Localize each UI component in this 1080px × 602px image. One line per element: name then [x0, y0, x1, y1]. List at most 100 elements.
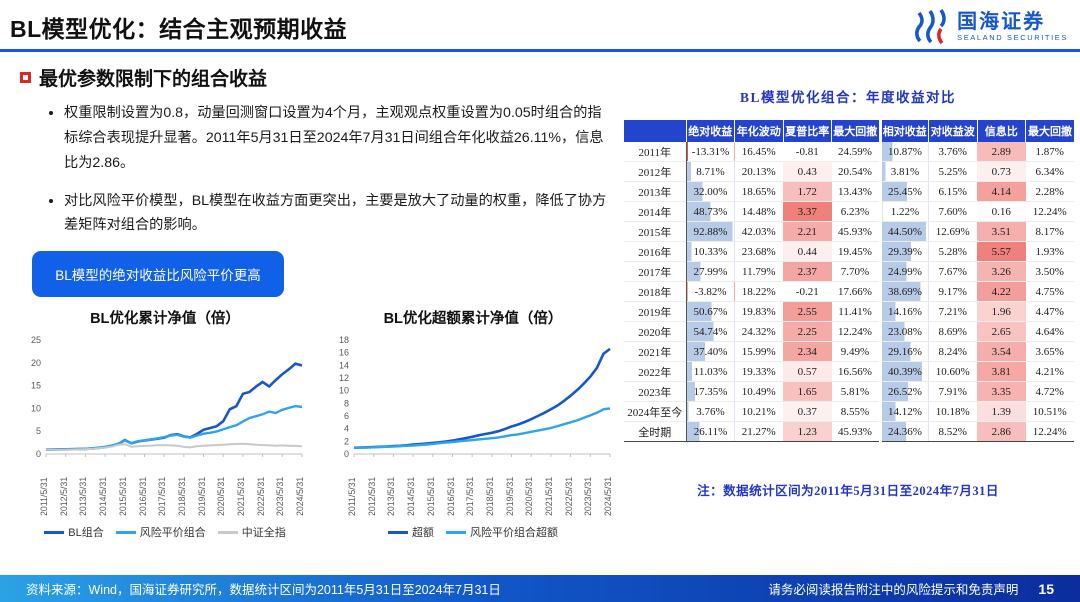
table-cell: 54.74%: [686, 321, 735, 342]
table-cell: -13.31%: [686, 142, 735, 162]
table-row: 2017年 27.99% 11.79% 2.37 7.70% 24.99% 7.67% 3.2…: [624, 261, 1074, 282]
table-cell: 1.93%: [1035, 245, 1064, 258]
x-tick-label: 2014/5/31: [98, 477, 109, 517]
logo-text-cn: 国海证券: [957, 11, 1046, 33]
table-cell: 2.34: [783, 341, 832, 362]
table-cell: 0.44: [783, 241, 832, 262]
table-row: 2013年 32.00% 18.65% 1.72 13.43% 25.45% 6.15% 4.…: [624, 181, 1074, 202]
row-label: 2019年: [624, 301, 687, 322]
table-row: 2016年 10.33% 23.68% 0.44 19.45% 29.39% 5.28% 5.…: [624, 241, 1074, 262]
table-cell: 3.54: [977, 341, 1026, 362]
right-column: BL模型优化组合：年度收益对比 绝对收益 年化波动 夏普比率 最大回撤 相对收益 对收益波…: [620, 52, 1080, 575]
table-cell: 16.56%: [838, 365, 872, 378]
table-cell: 3.76%: [938, 145, 967, 158]
legend-swatch: [217, 530, 238, 534]
logo-text-en: SEALAND SECURITIES: [957, 33, 1068, 42]
bullet-list: 权重限制设置为0.8，动量回测窗口设置为4个月，主观观点权重设置为0.05时组合…: [64, 101, 612, 238]
section-heading: 最优参数限制下的组合收益: [20, 64, 620, 91]
red-square-icon: [20, 72, 31, 83]
svg-text:20: 20: [31, 358, 41, 368]
bullet-item: 权重限制设置为0.8，动量回测窗口设置为4个月，主观观点权重设置为0.05时组合…: [64, 101, 612, 176]
table-cell: 1.65: [783, 381, 832, 402]
series-line: [45, 405, 303, 451]
table-cell: 20.54%: [838, 165, 872, 178]
table-cell: 3.26: [977, 261, 1026, 282]
row-label: 2020年: [624, 321, 687, 342]
x-tick-label: 2017/5/31: [157, 477, 168, 517]
svg-text:18: 18: [339, 335, 349, 345]
x-tick-label: 2015/5/31: [117, 477, 128, 517]
table-cell: 2.21: [783, 221, 832, 242]
table-row: 2021年 37.40% 15.99% 2.34 9.49% 29.16% 8.24% 3.5…: [624, 341, 1074, 362]
x-tick-label: 2022/5/31: [563, 477, 574, 517]
table-cell: 14.16%: [878, 301, 929, 322]
performance-table: 绝对收益 年化波动 夏普比率 最大回撤 相对收益 对收益波 信息比 最大回撤 2011年 -13.…: [624, 120, 1074, 442]
legend-label: 风险平价组合: [139, 527, 206, 540]
callout-box: BL模型的绝对收益比风险平价更高: [32, 251, 284, 298]
table-cell: 6.23%: [840, 205, 870, 218]
column-header: 相对收益: [878, 120, 929, 142]
legend-item: BL组合: [44, 524, 104, 540]
company-logo: 国海证券 SEALAND SECURITIES: [911, 8, 1068, 46]
svg-text:4: 4: [344, 424, 349, 434]
table-cell: 9.17%: [938, 285, 967, 298]
table-cell: 3.50%: [1035, 265, 1064, 278]
disclaimer-text: 请务必阅读报告附注中的风险提示和免责声明: [768, 583, 1019, 597]
table-row: 2023年 17.35% 10.49% 1.65 5.81% 26.52% 7.91% 3.3…: [624, 381, 1074, 402]
table-cell: 29.16%: [878, 341, 929, 362]
svg-text:12: 12: [339, 373, 349, 383]
table-cell: 19.83%: [741, 305, 776, 318]
table-cell: 2.89: [977, 142, 1026, 162]
table-cell: 3.65%: [1035, 345, 1064, 358]
page-number: 15: [1038, 580, 1054, 597]
legend-label: 超额: [412, 527, 434, 540]
svg-text:16: 16: [339, 348, 349, 358]
table-row: 全时期 26.11% 21.27% 1.23 45.93% 24.36% 8.52% 2.86…: [624, 421, 1074, 442]
svg-text:8: 8: [344, 399, 349, 409]
x-tick-label: 2021/5/31: [236, 477, 247, 517]
table-cell: 0.43: [783, 161, 832, 182]
left-column: 最优参数限制下的组合收益 权重限制设置为0.8，动量回测窗口设置为4个月，主观观…: [0, 52, 620, 575]
table-cell: 10.51%: [1032, 405, 1067, 418]
column-header: 年化波动: [734, 120, 783, 142]
table-cell: 25.45%: [878, 181, 929, 202]
table-cell: 26.52%: [878, 381, 929, 402]
table-cell: 8.17%: [1035, 225, 1064, 238]
series-line: [354, 407, 611, 450]
table-cell: 15.99%: [741, 345, 776, 358]
table-cell: 11.79%: [741, 265, 776, 278]
x-tick-label: 2011/5/31: [347, 477, 357, 517]
table-cell: 2.55: [783, 301, 832, 322]
table-cell: 13.43%: [838, 185, 872, 198]
table-row: 2020年 54.74% 24.32% 2.25 12.24% 23.08% 8.69% 2.…: [624, 321, 1074, 342]
x-tick-label: 2014/5/31: [406, 477, 417, 517]
table-cell: 3.37: [783, 201, 832, 222]
table-cell: 8.52%: [938, 425, 967, 438]
table-cell: 8.24%: [938, 345, 967, 358]
legend-label: 中证全指: [241, 527, 286, 540]
table-cell: 50.67%: [686, 301, 735, 322]
legend-swatch: [44, 530, 65, 534]
table-cell: 1.87%: [1035, 145, 1064, 158]
table-cell: 9.49%: [840, 345, 870, 358]
table-cell: 3.35: [977, 381, 1026, 402]
table-cell: 24.99%: [878, 261, 929, 282]
table-cell: 24.59%: [838, 145, 872, 158]
x-tick-label: 2015/5/31: [425, 477, 436, 517]
table-cell: 7.91%: [938, 385, 967, 398]
x-tick-label: 2024/5/31: [603, 477, 614, 517]
table-cell: 12.69%: [935, 225, 970, 238]
legend-item: 风险平价组合超额: [446, 524, 558, 540]
legend-item: 风险平价组合: [115, 524, 206, 540]
table-cell: 0.73: [977, 161, 1026, 182]
table-cell: 4.21%: [1035, 365, 1064, 378]
table-cell: 4.22: [977, 281, 1026, 302]
x-tick-label: 2022/5/31: [255, 477, 266, 517]
row-label: 2014年: [624, 201, 687, 222]
table-header-row: 绝对收益 年化波动 夏普比率 最大回撤 相对收益 对收益波 信息比 最大回撤: [624, 120, 1074, 142]
table-cell: 12.24%: [1032, 425, 1067, 438]
slide-body: 最优参数限制下的组合收益 权重限制设置为0.8，动量回测窗口设置为4个月，主观观…: [0, 52, 1080, 575]
table-cell: 32.00%: [686, 181, 735, 202]
legend-label: BL组合: [68, 527, 104, 540]
table-row: 2018年 -3.82% 18.22% -0.21 17.66% 38.69% 9.17% 4…: [624, 281, 1074, 302]
